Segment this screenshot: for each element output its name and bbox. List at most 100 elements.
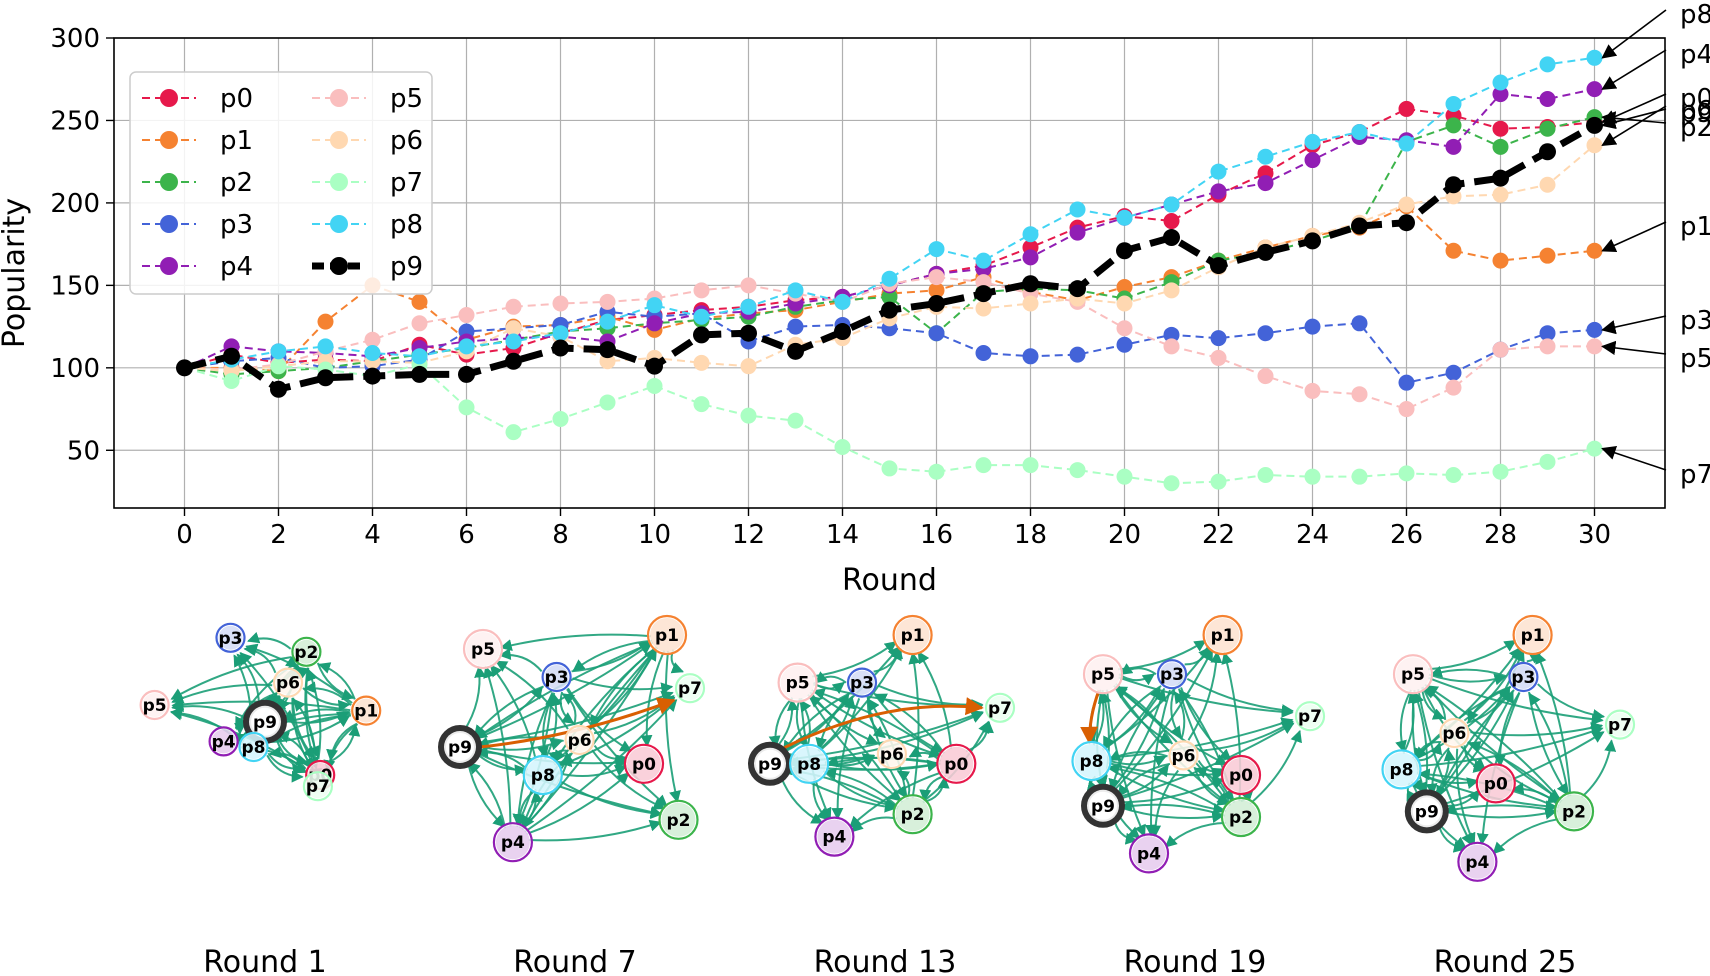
data-point-p8 <box>1492 74 1509 91</box>
legend-label-p8: p8 <box>390 210 423 240</box>
annotation-label-p2: p2 <box>1680 113 1710 143</box>
legend-marker-p9 <box>330 257 348 275</box>
network-node-p1 <box>1512 614 1553 656</box>
network-node-fill-p2 <box>294 639 319 664</box>
network-edge <box>1173 691 1186 740</box>
network-edge <box>528 819 662 842</box>
network-edge <box>1169 689 1182 739</box>
data-point-p7 <box>270 358 287 375</box>
network-node-fill-p4 <box>1132 836 1166 871</box>
network-edge <box>908 651 921 799</box>
data-point-p9 <box>1304 232 1321 250</box>
data-point-p8 <box>411 348 428 365</box>
network-node-label: p3 <box>1160 665 1184 685</box>
data-point-p2 <box>1492 138 1509 155</box>
data-point-p7 <box>599 394 616 411</box>
data-point-p1 <box>317 313 334 330</box>
network-node-label: p4 <box>212 732 236 752</box>
network-node-fill-p2 <box>895 797 930 832</box>
legend-marker-p4 <box>160 257 178 275</box>
network-node-fill-p9 <box>444 731 476 763</box>
data-point-p8 <box>787 282 804 299</box>
network-node-p8 <box>1071 740 1112 782</box>
network-node-label: p4 <box>501 833 525 853</box>
network-node-fill-p6 <box>567 728 592 752</box>
data-point-p3 <box>1539 325 1556 342</box>
network-edge <box>524 699 678 833</box>
network-node-fill-p7 <box>305 774 330 799</box>
network-node-p7 <box>984 692 1016 723</box>
network-node-label: p7 <box>1298 707 1322 727</box>
network-edge <box>1107 763 1227 813</box>
network-edge <box>170 656 292 700</box>
data-point-p9 <box>1586 116 1603 134</box>
network-node-label: p9 <box>448 738 472 758</box>
network-edge <box>476 736 564 749</box>
network-panel-round: p1 p5 p3 p7 p9 p8 p6 p0 p2 p4 Round 13 <box>748 614 1016 976</box>
data-point-p8 <box>317 338 334 355</box>
network-node-fill-p3 <box>218 625 243 650</box>
data-point-p9 <box>270 380 287 398</box>
data-point-p3 <box>975 344 992 361</box>
network-edge <box>808 695 903 803</box>
network-node-p7 <box>1604 709 1636 740</box>
data-point-p0 <box>1163 213 1180 230</box>
legend-label-p1: p1 <box>220 126 253 156</box>
x-axis-label: Round <box>842 563 937 598</box>
network-node-fill-p9 <box>1087 789 1119 822</box>
network-node-p5 <box>139 689 170 721</box>
network-node-p0 <box>936 743 977 784</box>
network-node-label: p6 <box>880 745 904 765</box>
data-point-p8 <box>1069 201 1086 218</box>
annotation-label-p3: p3 <box>1680 306 1710 336</box>
network-node-p3 <box>846 667 878 698</box>
network-node-fill-p5 <box>780 665 815 700</box>
network-edge <box>318 662 356 700</box>
data-point-p9 <box>1210 257 1227 275</box>
network-edge <box>1412 690 1429 796</box>
network-node-label: p7 <box>988 699 1012 719</box>
network-node-fill-p6 <box>1442 721 1467 745</box>
network-node-fill-p5 <box>1086 657 1120 692</box>
network-edge <box>467 761 507 829</box>
data-point-p8 <box>1398 135 1415 152</box>
network-edge <box>472 686 543 739</box>
network-node-fill-p7 <box>988 695 1012 720</box>
network-node-fill-p8 <box>792 746 827 781</box>
network-edge <box>1149 769 1179 838</box>
data-point-p7 <box>787 412 804 429</box>
network-edge <box>247 631 292 650</box>
annotation-label-p5: p5 <box>1680 344 1710 374</box>
network-node-label: p3 <box>850 674 874 694</box>
data-point-p7 <box>646 377 663 394</box>
network-node-p2 <box>658 799 699 840</box>
data-point-p1 <box>928 282 945 299</box>
data-point-p6 <box>599 353 616 370</box>
network-edge <box>266 754 304 783</box>
network-edge <box>553 646 658 763</box>
network-node-label: p0 <box>944 755 968 775</box>
data-point-p6 <box>693 354 710 371</box>
network-node-fill-p5 <box>466 632 500 666</box>
network-edge <box>303 681 352 706</box>
data-point-p7 <box>928 463 945 480</box>
data-point-p9 <box>1069 280 1086 298</box>
annotation-arrow-p1 <box>1601 221 1667 252</box>
network-node-fill-p1 <box>1515 618 1550 652</box>
network-edge <box>171 683 273 704</box>
data-point-p8 <box>834 293 851 310</box>
network-node-fill-p4 <box>495 825 530 860</box>
data-point-p6 <box>1022 295 1039 312</box>
data-point-p9 <box>1445 176 1462 194</box>
x-tick-label: 14 <box>826 520 859 550</box>
network-node-label: p5 <box>471 640 495 660</box>
network-edge <box>1402 690 1420 754</box>
data-point-p5 <box>1492 341 1509 358</box>
data-point-p9 <box>458 365 475 383</box>
network-edge <box>1468 741 1562 804</box>
network-node-fill-p6 <box>1171 743 1196 768</box>
network-edge <box>323 723 359 773</box>
legend-marker-p3 <box>160 215 178 233</box>
data-point-p9 <box>1116 242 1133 260</box>
legend-marker-p5 <box>330 89 348 107</box>
